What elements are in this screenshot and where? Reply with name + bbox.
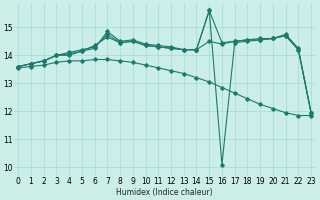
X-axis label: Humidex (Indice chaleur): Humidex (Indice chaleur) bbox=[116, 188, 213, 197]
